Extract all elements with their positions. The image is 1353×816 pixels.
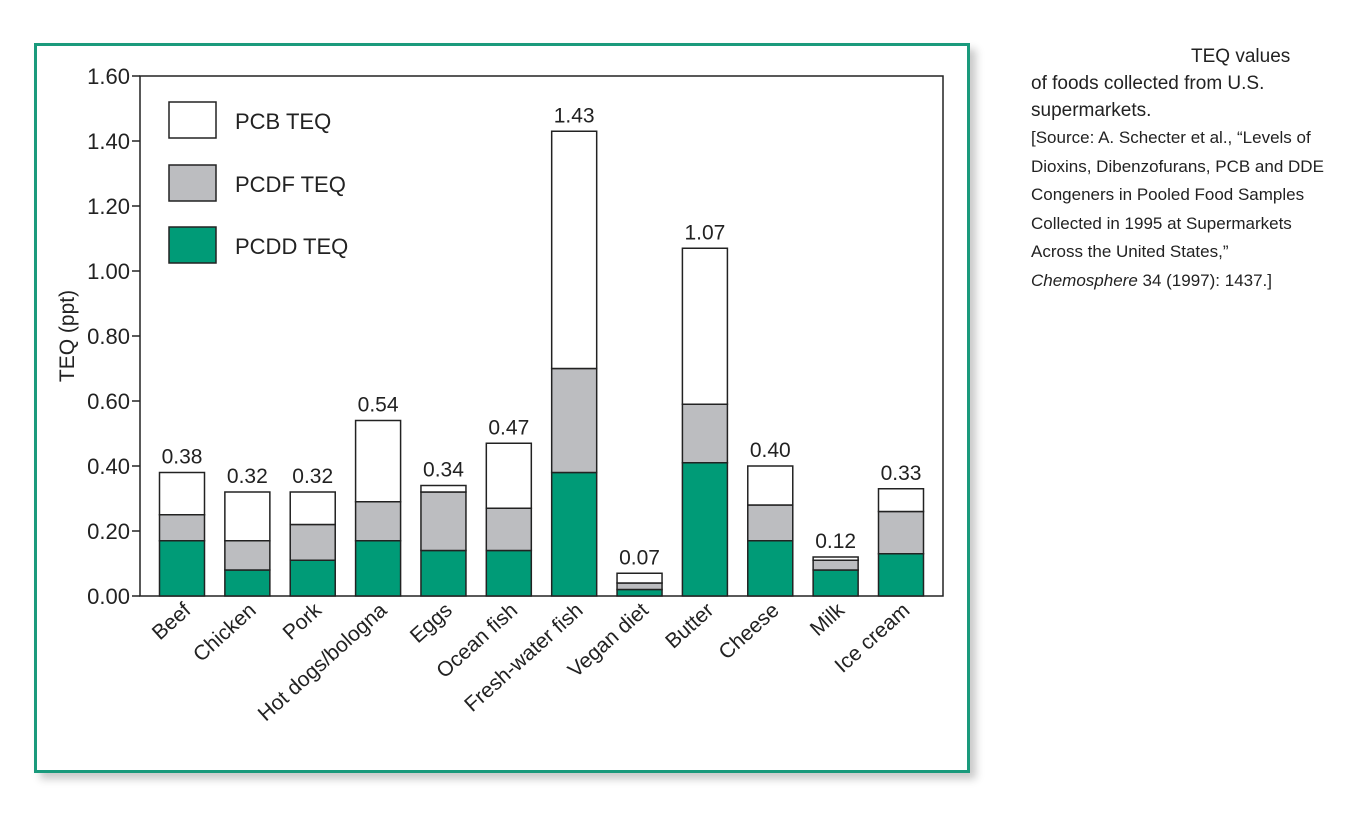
figure-caption: TEQ values of foods collected from U.S. s… [1031, 43, 1331, 295]
bar-segment-pcdf-teq [747, 504, 794, 542]
bar-segment-pcdd-teq [877, 553, 925, 597]
bar-segment-pcdd-teq [747, 540, 794, 597]
bar-segment-pcdf-teq [354, 501, 402, 542]
bar-total-label: 1.43 [554, 104, 595, 127]
x-tick-label: Chicken [189, 599, 261, 667]
bar-segment-pcb-teq [289, 491, 336, 526]
bar-segment-pcdf-teq [224, 540, 271, 571]
bar-segment-pcdf-teq [812, 559, 859, 571]
x-tick-label: Cheese [714, 599, 783, 665]
bar-total-label: 0.40 [750, 439, 791, 462]
bar-total-label: 0.32 [292, 465, 333, 488]
bar-segment-pcdd-teq [158, 540, 206, 597]
bar-segment-pcdd-teq [420, 549, 467, 597]
caption-source-end: 34 (1997): 1437.] [1142, 270, 1272, 290]
bar-total-label: 0.38 [162, 446, 203, 469]
bar-segment-pcdf-teq [420, 491, 467, 552]
bar-segment-pcb-teq [747, 465, 794, 506]
bar-segment-pcdf-teq [289, 523, 336, 561]
y-tick-label: 1.60 [87, 64, 130, 89]
bar-segment-pcdd-teq [616, 588, 663, 597]
bar-segment-pcb-teq [681, 247, 729, 405]
bar-segment-pcb-teq [877, 488, 925, 513]
bar-segment-pcb-teq [224, 491, 271, 542]
x-tick-label: Eggs [406, 599, 457, 648]
bar-segment-pcb-teq [616, 572, 663, 584]
caption-source: [Source: A. Schecter et al., “Levels of … [1031, 128, 1324, 261]
bar-segment-pcdd-teq [485, 549, 533, 597]
bar-segment-pcdd-teq [224, 569, 271, 597]
bar-segment-pcdf-teq [681, 403, 729, 464]
legend-label: PCB TEQ [235, 109, 331, 134]
bar-segment-pcdd-teq [812, 569, 859, 597]
x-tick-label: Milk [806, 598, 849, 640]
bar-segment-pcdf-teq [616, 582, 663, 591]
x-tick-label: Pork [279, 598, 327, 644]
legend-label: PCDF TEQ [235, 172, 346, 197]
y-tick-label: 1.40 [87, 129, 130, 154]
bar-segment-pcdd-teq [289, 559, 336, 597]
bar-segment-pcb-teq [158, 471, 206, 516]
y-tick-label: 1.00 [87, 259, 130, 284]
legend-swatch [168, 164, 217, 202]
y-tick-label: 0.40 [87, 454, 130, 479]
x-tick-label: Butter [661, 599, 718, 654]
legend-swatch [168, 226, 217, 264]
bar-total-label: 0.34 [423, 459, 464, 482]
y-tick-label: 1.20 [87, 194, 130, 219]
bar-total-label: 1.07 [684, 221, 725, 244]
bar-segment-pcb-teq [420, 484, 467, 493]
bar-total-label: 0.54 [358, 394, 399, 417]
bar-segment-pcdd-teq [354, 540, 402, 597]
bar-total-label: 0.33 [881, 462, 922, 485]
bar-segment-pcdf-teq [550, 367, 598, 474]
legend-label: PCDD TEQ [235, 234, 348, 259]
bar-segment-pcdf-teq [485, 507, 533, 552]
bar-total-label: 0.12 [815, 530, 856, 553]
caption-journal: Chemosphere [1031, 270, 1138, 290]
bar-segment-pcb-teq [812, 556, 859, 561]
bar-segment-pcb-teq [354, 419, 402, 503]
x-tick-label: Beef [148, 599, 196, 645]
bar-segment-pcdd-teq [550, 471, 598, 597]
bar-segment-pcdd-teq [681, 462, 729, 597]
bar-total-label: 0.32 [227, 465, 268, 488]
bar-segment-pcb-teq [485, 442, 533, 509]
bar-total-label: 0.07 [619, 546, 660, 569]
bar-total-label: 0.47 [488, 416, 529, 439]
y-tick-label: 0.60 [87, 389, 130, 414]
bar-segment-pcdf-teq [877, 510, 925, 555]
y-tick-label: 0.80 [87, 324, 130, 349]
y-axis-label: TEQ (ppt) [56, 290, 79, 382]
bar-segment-pcdf-teq [158, 514, 206, 542]
stacked-bar-chart: 0.00 0.20 0.40 0.60 0.80 1.00 1.20 1.40 1.60 TEQ … [56, 64, 944, 726]
y-tick-label: 0.00 [87, 584, 130, 609]
y-tick-label: 0.20 [87, 519, 130, 544]
bar-segment-pcb-teq [550, 130, 598, 370]
x-tick-label: Fresh-water fish [460, 599, 587, 717]
caption-lead-2: of foods collected from U.S. supermarket… [1031, 73, 1265, 121]
legend-swatch [168, 101, 217, 139]
caption-lead-1: TEQ values [1191, 46, 1291, 67]
